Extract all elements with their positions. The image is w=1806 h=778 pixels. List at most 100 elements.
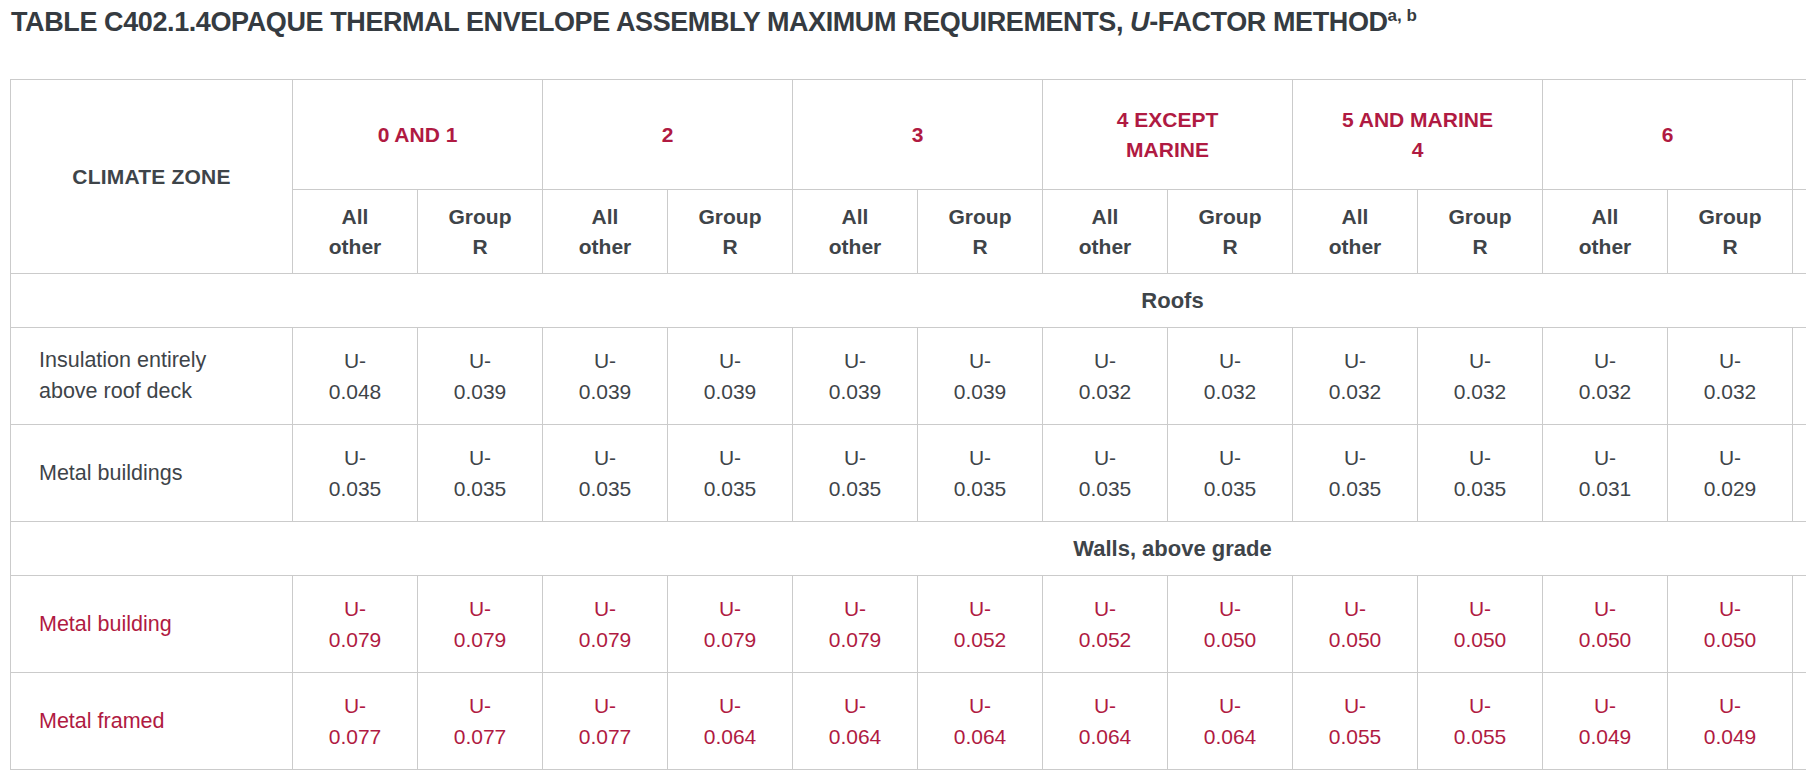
value-cell: U-0.032 <box>1168 328 1293 425</box>
value-cell: U-0.039 <box>543 328 668 425</box>
u-factor-value: U-0.035 <box>448 442 512 504</box>
subheader-group-r: Group R <box>418 190 543 274</box>
value-cell: U-0.039 <box>793 328 918 425</box>
u-factor-value: U-0.079 <box>323 593 387 655</box>
u-factor-value: U-0.077 <box>573 690 637 752</box>
u-factor-table: CLIMATE ZONE 0 AND 1 2 3 4 EXCEPT MARINE… <box>10 79 1806 770</box>
value-cell: U-0.029 <box>1668 425 1793 522</box>
clipped-column-cell <box>1793 328 1806 425</box>
climate-zone-header-row: CLIMATE ZONE 0 AND 1 2 3 4 EXCEPT MARINE… <box>11 80 1806 190</box>
table-viewport: CLIMATE ZONE 0 AND 1 2 3 4 EXCEPT MARINE… <box>10 79 1806 774</box>
u-factor-value: U-0.035 <box>1198 442 1262 504</box>
subheader-group-r: Group R <box>918 190 1043 274</box>
value-cell: U-0.050 <box>1543 576 1668 673</box>
u-factor-value: U-0.064 <box>698 690 762 752</box>
u-factor-value: U-0.032 <box>1698 345 1762 407</box>
u-factor-value: U-0.064 <box>1198 690 1262 752</box>
subheader-label: Group R <box>1444 202 1516 262</box>
value-cell: U-0.055 <box>1418 673 1543 770</box>
value-cell: U-0.050 <box>1668 576 1793 673</box>
title-table-number: TABLE C402.1.4 <box>11 7 210 37</box>
u-factor-value: U-0.035 <box>323 442 387 504</box>
u-factor-value: U-0.052 <box>948 593 1012 655</box>
zone-header-3: 3 <box>793 80 1043 190</box>
clipped-column-cell <box>1793 190 1806 274</box>
value-cell: U-0.050 <box>1168 576 1293 673</box>
zone-header-5-and-marine-4: 5 AND MARINE 4 <box>1293 80 1543 190</box>
value-cell: U-0.035 <box>793 425 918 522</box>
section-label-walls-above-grade: Walls, above grade <box>1073 536 1271 562</box>
value-cell: U-0.055 <box>1293 673 1418 770</box>
climate-zone-label: CLIMATE ZONE <box>72 165 230 188</box>
value-cell: U-0.031 <box>1543 425 1668 522</box>
title-main-text: OPAQUE THERMAL ENVELOPE ASSEMBLY MAXIMUM… <box>210 7 1130 37</box>
value-cell: U-0.064 <box>1043 673 1168 770</box>
value-cell: U-0.077 <box>293 673 418 770</box>
zone-header-label: 3 <box>912 120 924 150</box>
u-factor-value: U-0.052 <box>1073 593 1137 655</box>
value-cell: U-0.049 <box>1668 673 1793 770</box>
title-footnote-marks: a, b <box>1388 6 1417 25</box>
title-u-italic: U <box>1130 7 1149 37</box>
value-cell: U-0.035 <box>418 425 543 522</box>
u-factor-value: U-0.039 <box>948 345 1012 407</box>
table-row-metal-building: Metal building U-0.079 U-0.079 U-0.079 U… <box>11 576 1806 673</box>
zone-header-label: 4 EXCEPT MARINE <box>1088 105 1248 165</box>
value-cell: U-0.032 <box>1543 328 1668 425</box>
section-cell: Walls, above grade <box>11 522 1806 576</box>
section-label-roofs: Roofs <box>1141 288 1203 314</box>
value-cell: U-0.039 <box>418 328 543 425</box>
u-factor-value: U-0.064 <box>948 690 1012 752</box>
u-factor-value: U-0.079 <box>823 593 887 655</box>
u-factor-value: U-0.039 <box>823 345 887 407</box>
u-factor-value: U-0.055 <box>1323 690 1387 752</box>
value-cell: U-0.039 <box>918 328 1043 425</box>
subheader-label: All other <box>1319 202 1391 262</box>
subheader-label: All other <box>569 202 641 262</box>
u-factor-value: U-0.049 <box>1698 690 1762 752</box>
row-label-text: Insulation entirely above roof deck <box>39 348 206 403</box>
u-factor-value: U-0.050 <box>1323 593 1387 655</box>
clipped-column-cell <box>1793 425 1806 522</box>
value-cell: U-0.032 <box>1668 328 1793 425</box>
subheader-all-other: All other <box>1293 190 1418 274</box>
value-cell: U-0.064 <box>668 673 793 770</box>
zone-header-label: 5 AND MARINE 4 <box>1338 105 1498 165</box>
value-cell: U-0.064 <box>918 673 1043 770</box>
u-factor-value: U-0.079 <box>698 593 762 655</box>
section-cell: Roofs <box>11 274 1806 328</box>
value-cell: U-0.079 <box>543 576 668 673</box>
subheader-label: Group R <box>1194 202 1266 262</box>
row-label-text: Metal building <box>39 612 172 636</box>
climate-zone-corner-header: CLIMATE ZONE <box>11 80 293 274</box>
u-factor-value: U-0.035 <box>1448 442 1512 504</box>
zone-header-4-except-marine: 4 EXCEPT MARINE <box>1043 80 1293 190</box>
u-factor-value: U-0.031 <box>1573 442 1637 504</box>
subheader-group-r: Group R <box>668 190 793 274</box>
zone-header-2: 2 <box>543 80 793 190</box>
value-cell: U-0.032 <box>1043 328 1168 425</box>
value-cell: U-0.035 <box>1168 425 1293 522</box>
value-cell: U-0.050 <box>1293 576 1418 673</box>
value-cell: U-0.035 <box>1043 425 1168 522</box>
value-cell: U-0.052 <box>918 576 1043 673</box>
subheader-all-other: All other <box>293 190 418 274</box>
u-factor-value: U-0.032 <box>1448 345 1512 407</box>
table-title: TABLE C402.1.4OPAQUE THERMAL ENVELOPE AS… <box>11 6 1791 38</box>
value-cell: U-0.050 <box>1418 576 1543 673</box>
subheader-label: Group R <box>444 202 516 262</box>
value-cell: U-0.035 <box>543 425 668 522</box>
subheader-label: All other <box>319 202 391 262</box>
value-cell: U-0.035 <box>668 425 793 522</box>
u-factor-value: U-0.035 <box>1323 442 1387 504</box>
row-label-text: Metal framed <box>39 709 164 733</box>
value-cell: U-0.079 <box>418 576 543 673</box>
u-factor-value: U-0.039 <box>448 345 512 407</box>
u-factor-value: U-0.039 <box>698 345 762 407</box>
subheader-label: Group R <box>694 202 766 262</box>
u-factor-value: U-0.050 <box>1573 593 1637 655</box>
subheader-all-other: All other <box>793 190 918 274</box>
subheader-label: All other <box>1569 202 1641 262</box>
u-factor-value: U-0.032 <box>1573 345 1637 407</box>
u-factor-value: U-0.079 <box>448 593 512 655</box>
